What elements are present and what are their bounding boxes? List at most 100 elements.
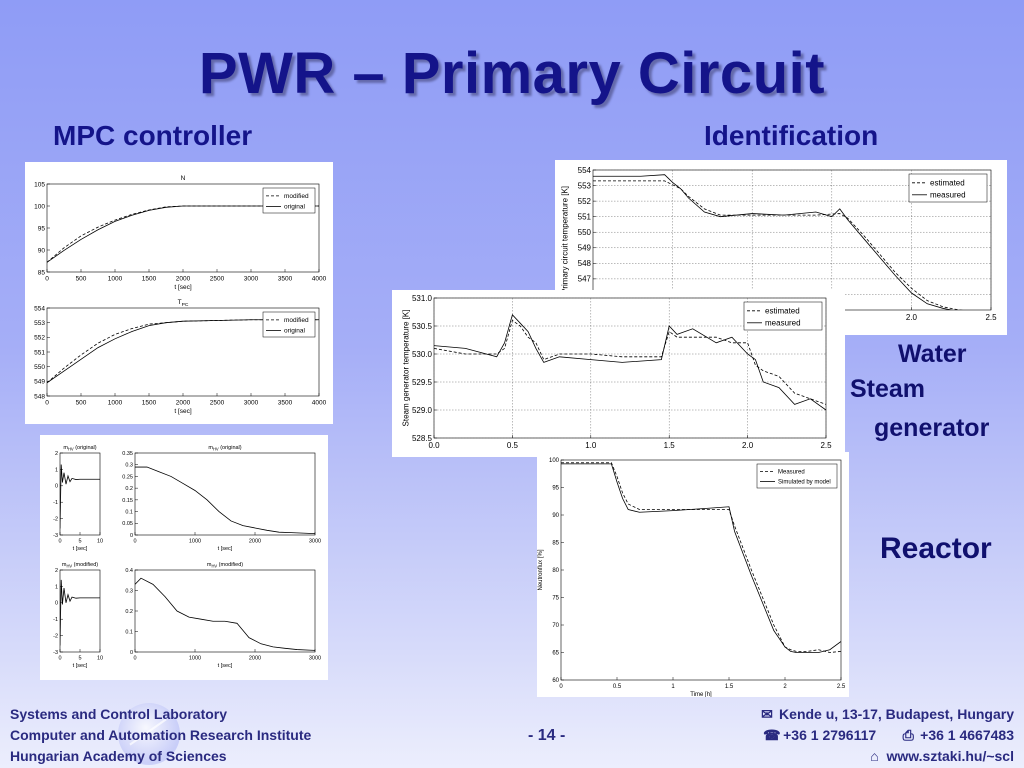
series-line-measured xyxy=(593,174,954,310)
y-tick-label: 95 xyxy=(552,486,559,492)
x-tick-label: 2500 xyxy=(210,276,225,283)
chart-title: mHV (original) xyxy=(63,445,96,452)
y-tick-label: 0.1 xyxy=(125,629,133,635)
x-tick-label: 0.5 xyxy=(507,441,519,450)
mpc-controller-plots: 85 90 95 100 105 0 500 1000 1500 2000 2500 3000 3500… xyxy=(34,175,326,415)
x-tick-label: 0 xyxy=(559,684,563,690)
legend-box xyxy=(908,173,988,203)
series-line-original xyxy=(47,205,319,263)
y-tick-label: 0.3 xyxy=(125,588,133,594)
y-tick-label: 550 xyxy=(34,364,45,371)
y-tick-label: 65 xyxy=(552,651,559,657)
y-tick-label: 2 xyxy=(55,568,58,574)
y-tick-label: 550 xyxy=(578,228,592,237)
address-text: Kende u, 13-17, Budapest, Hungary xyxy=(779,706,1014,722)
y-tick-label: 0.25 xyxy=(122,474,133,480)
legend-label: original xyxy=(284,328,306,335)
y-tick-label: 551 xyxy=(578,212,592,221)
institute-logo xyxy=(118,703,180,765)
y-tick-label: -3 xyxy=(53,533,58,539)
x-tick-label: 2000 xyxy=(176,276,191,283)
series-line-0 xyxy=(135,577,315,651)
plot-frame xyxy=(59,452,101,536)
y-tick-label: 529.0 xyxy=(412,406,433,415)
x-tick-label: 1 xyxy=(671,684,675,690)
y-tick-label: 528.5 xyxy=(412,434,433,443)
x-tick-label: 500 xyxy=(76,400,87,407)
y-tick-label: 530.5 xyxy=(412,322,433,331)
reactor-label: Reactor xyxy=(880,532,992,565)
x-tick-label: 500 xyxy=(76,276,87,283)
y-tick-label: 530.0 xyxy=(412,350,433,359)
legend-label: modified xyxy=(284,317,309,324)
chart-title: N xyxy=(181,175,186,182)
x-axis-label: t [sec] xyxy=(174,284,192,291)
x-tick-label: 1000 xyxy=(108,276,123,283)
fax-icon: ⎙ xyxy=(902,727,914,743)
y-tick-label: -3 xyxy=(53,650,58,656)
y-tick-label: 0.1 xyxy=(125,509,133,515)
x-axis-label: t [sec] xyxy=(218,663,233,669)
x-tick-label: 1000 xyxy=(189,539,201,545)
legend-label: modified xyxy=(284,193,309,200)
plot-frame xyxy=(59,569,101,653)
x-tick-label: 0 xyxy=(45,400,49,407)
y-axis-label: Steam generator temperature [K] xyxy=(401,310,410,427)
chart-title-suffix: (original) xyxy=(74,445,97,451)
steam-generator-plot: 528.5 529.0 529.5 530.0 530.5 531.0 0.0 0.5 1.0 1… xyxy=(401,294,832,450)
y-tick-label: 100 xyxy=(34,203,45,210)
x-tick-label: 0.5 xyxy=(613,684,622,690)
y-tick-label: 0 xyxy=(55,601,58,607)
legend-label: measured xyxy=(930,191,966,200)
y-tick-label: 95 xyxy=(38,225,46,232)
chart-title-suffix: (modified) xyxy=(217,562,243,568)
chart-title-subscript: HV xyxy=(68,447,74,452)
x-axis-label: t [sec] xyxy=(218,546,233,552)
footer: Systems and Control Laboratory Computer … xyxy=(0,698,1024,768)
x-tick-label: 1.5 xyxy=(725,684,734,690)
x-tick-label: 0 xyxy=(58,656,61,662)
x-tick-label: 2.5 xyxy=(985,313,997,322)
chart-title-suffix: (original) xyxy=(219,445,242,451)
legend-box xyxy=(756,463,838,489)
y-tick-label: 554 xyxy=(34,305,45,312)
phone-text: +36 1 2796117 xyxy=(783,727,877,743)
chart-title-suffix: (modified) xyxy=(72,562,98,568)
chart-title-subscript: PC xyxy=(182,302,189,308)
series-line-measured xyxy=(561,462,841,653)
org-line: Systems and Control Laboratory xyxy=(10,706,228,722)
x-tick-label: 2.0 xyxy=(906,313,918,322)
mhv-figure: -3 -2 -1 0 1 2 0 5 10 mHV (original) t [sec] 0 0.05… xyxy=(40,435,328,680)
y-tick-label: -1 xyxy=(53,500,58,506)
chart-steam-generator: 528.5 529.0 529.5 530.0 530.5 531.0 0.0 0.5 1.0 1… xyxy=(401,294,832,450)
contact-info: ✉ Kende u, 13-17, Budapest, Hungary ☎ +36 … xyxy=(759,704,1014,767)
identification-heading: Identification xyxy=(704,120,879,151)
chart-mpc-n: 85 90 95 100 105 0 500 1000 1500 2000 2500 3000 3500… xyxy=(34,175,326,291)
chart-title-subscript: HV xyxy=(213,447,219,452)
chart-reactor: 60 65 70 75 80 85 90 95 100 0 0.5 1 1.5 2 2.5 Time [h] N… xyxy=(538,458,846,697)
x-tick-label: 0 xyxy=(133,539,136,545)
x-tick-label: 3000 xyxy=(309,539,321,545)
x-tick-label: 4000 xyxy=(312,276,327,283)
y-tick-label: 0.35 xyxy=(122,451,133,457)
x-tick-label: 2.5 xyxy=(820,441,832,450)
web-link[interactable]: www.sztaki.hu/~scl xyxy=(886,748,1014,764)
x-axis-label: t [sec] xyxy=(73,663,88,669)
y-tick-label: -2 xyxy=(53,634,58,640)
y-tick-label: -2 xyxy=(53,517,58,523)
y-tick-label: -1 xyxy=(53,617,58,623)
y-axis-label: Neutronflux [%] xyxy=(538,549,544,590)
mpc-controller-heading: MPC controller xyxy=(53,120,253,151)
generator-label: generator xyxy=(874,414,990,442)
plot-frame xyxy=(134,452,316,536)
water-label: Water xyxy=(898,340,967,368)
y-tick-label: 1 xyxy=(55,584,58,590)
chart-title: mHV (modified) xyxy=(207,562,243,569)
y-tick-label: 1 xyxy=(55,467,58,473)
x-tick-label: 2.0 xyxy=(742,441,754,450)
legend-box xyxy=(262,311,316,338)
y-tick-label: 0.2 xyxy=(125,486,133,492)
y-tick-label: 85 xyxy=(38,269,46,276)
y-tick-label: 2 xyxy=(55,451,58,457)
